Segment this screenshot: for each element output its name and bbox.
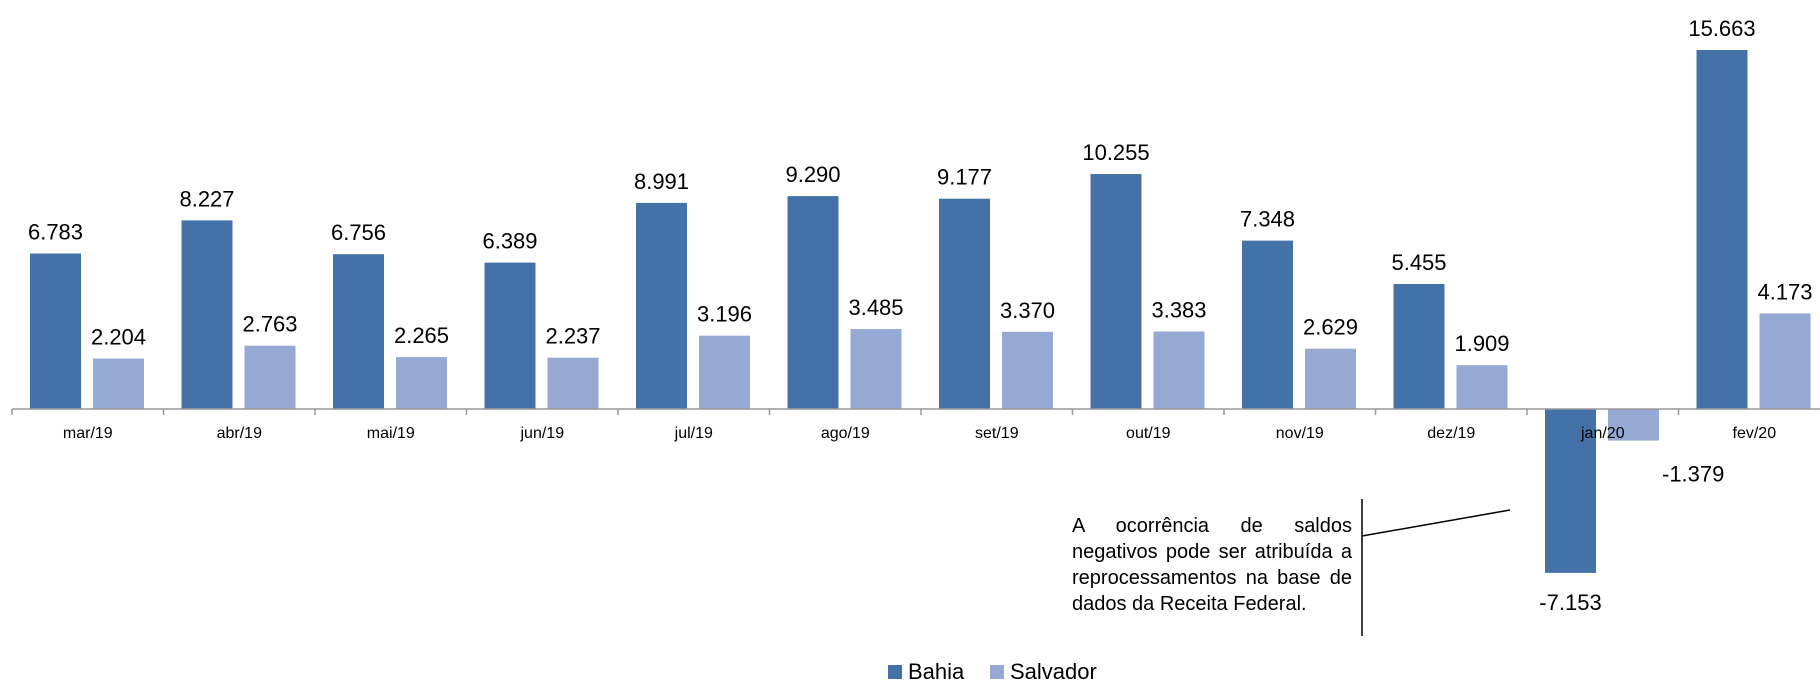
- bar-bahia-jun-19: [484, 262, 536, 409]
- x-tick-label-mar-19: mar/19: [63, 425, 113, 442]
- value-label-salvador-dez-19: 1.909: [1454, 331, 1509, 356]
- value-label-salvador-jun-19: 2.237: [545, 324, 600, 349]
- bar-salvador-jan-20: [1608, 409, 1659, 441]
- value-label-salvador-jan-20: -1.379: [1662, 462, 1724, 487]
- bar-bahia-set-19: [939, 198, 990, 409]
- value-label-salvador-mar-19: 2.204: [91, 325, 146, 350]
- bar-salvador-fev-20: [1759, 313, 1811, 409]
- value-label-bahia-dez-19: 5.455: [1391, 250, 1446, 275]
- value-label-salvador-set-19: 3.370: [1000, 298, 1055, 323]
- bar-bahia-ago-19: [787, 196, 839, 409]
- bar-bahia-jul-19: [636, 202, 687, 409]
- bar-bahia-jan-20: [1545, 409, 1596, 573]
- legend-swatch-bahia: [888, 665, 902, 679]
- x-tick-label-jun-19: jun/19: [520, 425, 565, 442]
- bar-bahia-abr-19: [181, 220, 233, 409]
- x-tick-label-mai-19: mai/19: [367, 425, 415, 442]
- x-tick-label-jul-19: jul/19: [674, 425, 713, 442]
- bar-bahia-out-19: [1090, 174, 1142, 409]
- bar-salvador-abr-19: [244, 345, 296, 409]
- x-tick-label-fev-20: fev/20: [1733, 425, 1777, 442]
- annotation-note: A ocorrência de saldos negativos pode se…: [1072, 515, 1352, 615]
- value-label-salvador-jul-19: 3.196: [697, 302, 752, 327]
- x-tick-label-set-19: set/19: [975, 425, 1019, 442]
- value-label-bahia-jan-20: -7.153: [1539, 590, 1601, 615]
- legend-swatch-salvador: [990, 665, 1004, 679]
- value-label-bahia-mai-19: 6.756: [331, 220, 386, 245]
- bar-salvador-set-19: [1002, 331, 1053, 409]
- value-label-bahia-ago-19: 9.290: [785, 162, 840, 187]
- legend-label-bahia: Bahia: [908, 659, 965, 684]
- bar-salvador-mar-19: [93, 358, 144, 409]
- value-label-bahia-jul-19: 8.991: [634, 169, 689, 194]
- bar-bahia-mai-19: [333, 254, 384, 409]
- legend-label-salvador: Salvador: [1010, 659, 1097, 684]
- x-tick-label-jan-20: jan/20: [1580, 425, 1625, 442]
- value-label-bahia-nov-19: 7.348: [1240, 207, 1295, 232]
- bar-salvador-jun-19: [547, 357, 599, 409]
- value-label-bahia-abr-19: 8.227: [179, 186, 234, 211]
- annotation-pointer-line: [1361, 509, 1511, 537]
- value-label-salvador-fev-20: 4.173: [1757, 279, 1812, 304]
- bar-salvador-nov-19: [1305, 348, 1356, 409]
- bar-bahia-nov-19: [1242, 240, 1293, 409]
- value-label-salvador-nov-19: 2.629: [1303, 315, 1358, 340]
- value-label-bahia-fev-20: 15.663: [1688, 16, 1755, 41]
- value-label-salvador-mai-19: 2.265: [394, 323, 449, 348]
- x-tick-label-abr-19: abr/19: [217, 425, 262, 442]
- bar-salvador-dez-19: [1456, 365, 1508, 409]
- value-label-salvador-out-19: 3.383: [1151, 298, 1206, 323]
- x-tick-label-dez-19: dez/19: [1427, 425, 1475, 442]
- value-label-salvador-ago-19: 3.485: [848, 295, 903, 320]
- value-label-salvador-abr-19: 2.763: [242, 312, 297, 337]
- bar-salvador-out-19: [1153, 331, 1205, 409]
- value-label-bahia-mar-19: 6.783: [28, 220, 83, 245]
- bar-bahia-mar-19: [30, 253, 81, 409]
- x-tick-label-out-19: out/19: [1126, 425, 1171, 442]
- x-tick-label-ago-19: ago/19: [821, 425, 870, 442]
- bar-bahia-dez-19: [1393, 284, 1445, 409]
- bar-salvador-ago-19: [850, 329, 902, 409]
- bar-salvador-mai-19: [396, 357, 447, 409]
- value-label-bahia-out-19: 10.255: [1082, 140, 1149, 165]
- bar-salvador-jul-19: [699, 335, 750, 409]
- value-label-bahia-set-19: 9.177: [937, 165, 992, 190]
- x-tick-label-nov-19: nov/19: [1276, 425, 1324, 442]
- value-label-bahia-jun-19: 6.389: [482, 229, 537, 254]
- bar-bahia-fev-20: [1696, 50, 1748, 409]
